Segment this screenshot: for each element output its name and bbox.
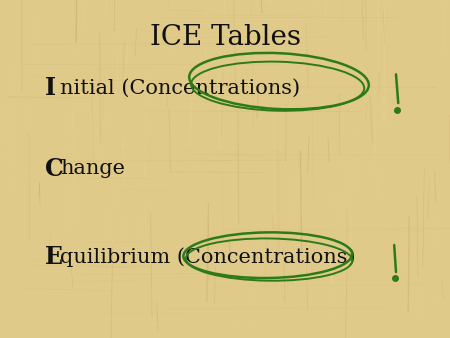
Text: quilibrium (Concentrations): quilibrium (Concentrations) bbox=[60, 247, 356, 267]
Text: hange: hange bbox=[60, 160, 125, 178]
Text: C: C bbox=[45, 157, 64, 181]
Text: I: I bbox=[45, 76, 56, 100]
Text: E: E bbox=[45, 245, 63, 269]
Text: nitial (Concentrations): nitial (Concentrations) bbox=[60, 78, 300, 97]
Text: ICE Tables: ICE Tables bbox=[149, 24, 301, 51]
